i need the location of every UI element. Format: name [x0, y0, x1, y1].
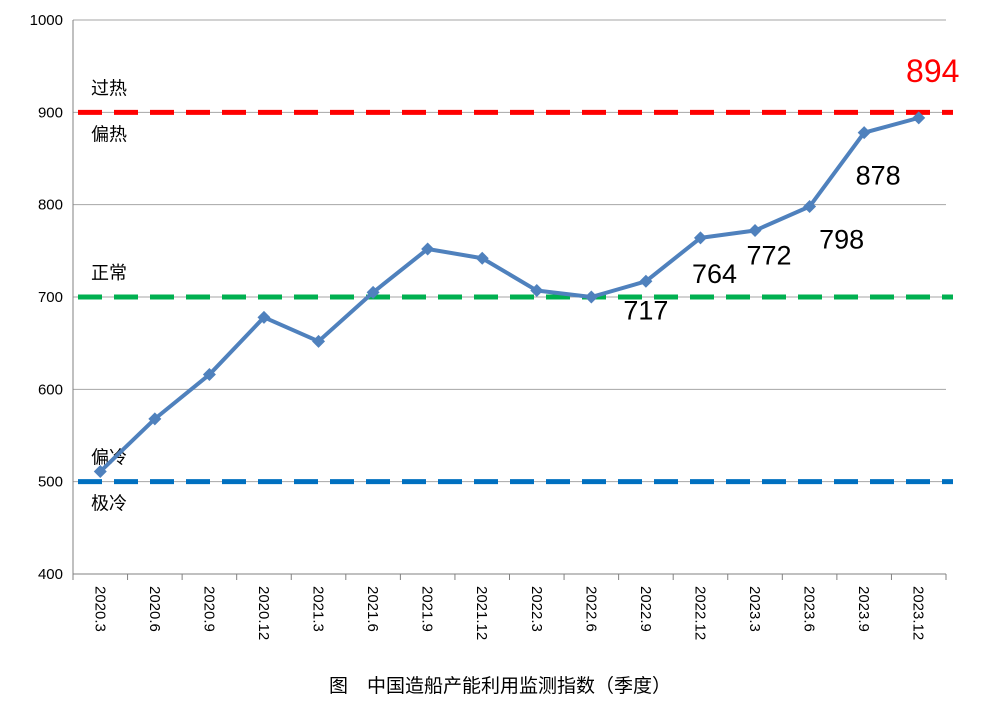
- data-point: [202, 368, 216, 382]
- data-point: [693, 231, 707, 245]
- data-point: [803, 200, 817, 214]
- data-point: [257, 310, 271, 324]
- x-tick-label: 2020.6: [146, 586, 163, 632]
- x-tick-label: 2022.6: [582, 586, 599, 632]
- x-tick-label: 2021.12: [473, 586, 490, 640]
- data-point: [912, 111, 926, 125]
- data-point: [748, 224, 762, 238]
- zone-label: 极冷: [91, 494, 127, 515]
- y-tick-label: 900: [38, 104, 63, 121]
- chart-caption: 图 中国造船产能利用监测指数（季度）: [329, 675, 671, 697]
- series-line: [98, 115, 920, 473]
- data-point: [530, 284, 544, 298]
- data-point: [639, 274, 653, 288]
- data-point: [421, 242, 435, 256]
- y-tick-label: 400: [38, 566, 63, 583]
- zone-label: 正常: [91, 263, 127, 284]
- data-label: 772: [747, 241, 792, 271]
- data-point: [93, 465, 107, 479]
- x-tick-label: 2020.12: [255, 586, 272, 640]
- data-point: [857, 126, 871, 140]
- x-tick-label: 2023.6: [801, 586, 818, 632]
- x-tick-label: 2021.9: [419, 586, 436, 632]
- x-tick-label: 2020.9: [200, 586, 217, 632]
- data-label: 717: [623, 295, 668, 325]
- y-tick-label: 500: [38, 474, 63, 491]
- x-tick-label: 2023.9: [855, 586, 872, 632]
- x-tick-label: 2023.12: [910, 586, 927, 640]
- data-label: 878: [856, 161, 901, 191]
- zone-label: 偏热: [91, 124, 127, 145]
- data-label: 894: [906, 53, 959, 89]
- data-point: [475, 251, 489, 265]
- x-tick-label: 2020.3: [91, 586, 108, 632]
- y-tick-label: 600: [38, 381, 63, 398]
- x-tick-label: 2021.6: [364, 586, 381, 632]
- x-tick-label: 2022.9: [637, 586, 654, 632]
- y-tick-label: 1000: [30, 12, 63, 29]
- x-tick-label: 2021.3: [310, 586, 327, 632]
- data-label: 798: [819, 225, 864, 255]
- y-tick-label: 700: [38, 289, 63, 306]
- x-tick-label: 2022.12: [691, 586, 708, 640]
- data-point: [148, 412, 162, 426]
- data-label: 764: [692, 259, 737, 289]
- zone-label: 过热: [91, 78, 127, 99]
- x-tick-label: 2022.3: [528, 586, 545, 632]
- y-tick-label: 800: [38, 197, 63, 214]
- data-point: [366, 285, 380, 299]
- data-point: [584, 290, 598, 304]
- x-tick-label: 2023.3: [746, 586, 763, 632]
- data-point: [312, 334, 326, 348]
